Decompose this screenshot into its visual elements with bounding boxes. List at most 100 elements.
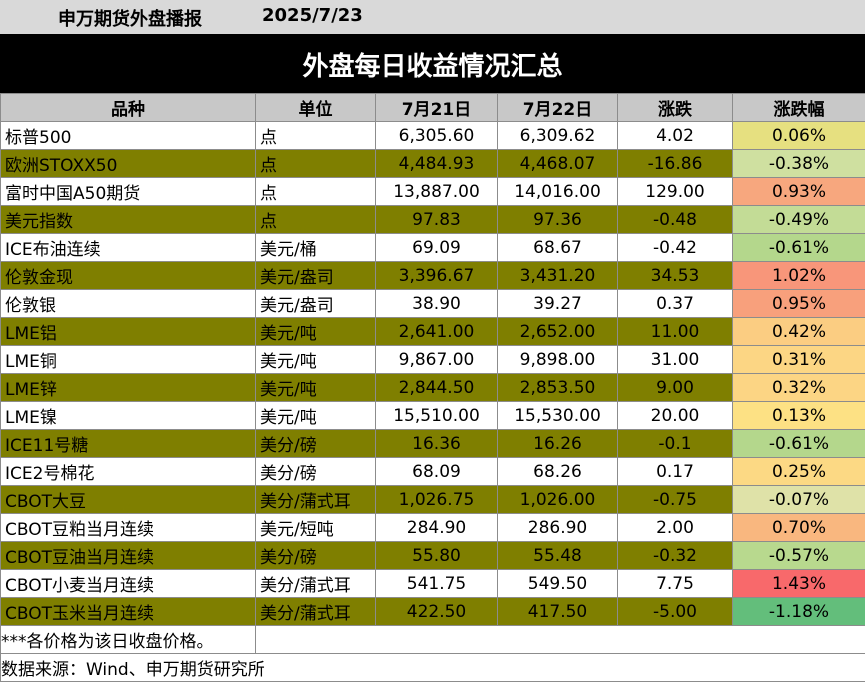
day1-close-cell: 55.80 — [375, 541, 498, 570]
name-cell: CBOT豆油当月连续 — [0, 541, 256, 570]
change-cell: 34.53 — [617, 261, 733, 290]
unit-cell: 点 — [255, 149, 376, 178]
unit-cell: 美元/短吨 — [255, 513, 376, 542]
change-pct-cell: 0.70% — [732, 513, 865, 542]
change-cell: 7.75 — [617, 569, 733, 598]
day2-close-cell: 9,898.00 — [497, 345, 618, 374]
change-pct-cell: -0.61% — [732, 429, 865, 458]
table-row: LME镍 美元/吨 15,510.00 15,530.00 20.00 0.13% — [0, 401, 865, 430]
report-date: 2025/7/23 — [262, 5, 363, 26]
name-cell: CBOT豆粕当月连续 — [0, 513, 256, 542]
table-row: ICE2号棉花 美分/磅 68.09 68.26 0.17 0.25% — [0, 457, 865, 486]
footer-source-row: 数据来源：Wind、申万期货研究所 — [0, 653, 865, 682]
table-row: CBOT豆油当月连续 美分/磅 55.80 55.48 -0.32 -0.57% — [0, 541, 865, 570]
change-cell: -0.1 — [617, 429, 733, 458]
day2-close-cell: 2,853.50 — [497, 373, 618, 402]
day1-close-cell: 68.09 — [375, 457, 498, 486]
change-cell: 4.02 — [617, 121, 733, 150]
day2-close-cell: 1,026.00 — [497, 485, 618, 514]
day2-close-cell: 2,652.00 — [497, 317, 618, 346]
unit-cell: 美分/磅 — [255, 457, 376, 486]
day1-close-cell: 541.75 — [375, 569, 498, 598]
page-title: 外盘每日收益情况汇总 — [302, 52, 563, 82]
column-header-day2: 7月22日 — [497, 93, 618, 122]
unit-cell: 美元/吨 — [255, 373, 376, 402]
unit-cell: 美分/蒲式耳 — [255, 485, 376, 514]
change-cell: -0.75 — [617, 485, 733, 514]
day2-close-cell: 6,309.62 — [497, 121, 618, 150]
change-cell: 31.00 — [617, 345, 733, 374]
unit-cell: 美元/吨 — [255, 401, 376, 430]
unit-cell: 点 — [255, 205, 376, 234]
unit-cell: 美分/磅 — [255, 541, 376, 570]
footer-note-row: ***各价格为该日收盘价格。 — [0, 625, 865, 654]
name-cell: LME镍 — [0, 401, 256, 430]
change-pct-cell: 1.02% — [732, 261, 865, 290]
futures-table: 品种 单位 7月21日 7月22日 涨跌 涨跌幅 标普500 点 6,305.60 6… — [0, 93, 865, 682]
day1-close-cell: 284.90 — [375, 513, 498, 542]
change-cell: -5.00 — [617, 597, 733, 626]
change-pct-cell: -1.18% — [732, 597, 865, 626]
unit-cell: 美元/吨 — [255, 345, 376, 374]
top-header-bar: 申万期货外盘播报 2025/7/23 — [0, 0, 865, 34]
change-pct-cell: -0.61% — [732, 233, 865, 262]
name-cell: LME铝 — [0, 317, 256, 346]
table-row: ICE11号糖 美分/磅 16.36 16.26 -0.1 -0.61% — [0, 429, 865, 458]
name-cell: CBOT小麦当月连续 — [0, 569, 256, 598]
day1-close-cell: 38.90 — [375, 289, 498, 318]
footer-note: ***各价格为该日收盘价格。 — [0, 625, 256, 654]
name-cell: ICE布油连续 — [0, 233, 256, 262]
day1-close-cell: 15,510.00 — [375, 401, 498, 430]
name-cell: CBOT玉米当月连续 — [0, 597, 256, 626]
day1-close-cell: 9,867.00 — [375, 345, 498, 374]
day1-close-cell: 2,844.50 — [375, 373, 498, 402]
unit-cell: 美元/盎司 — [255, 261, 376, 290]
day1-close-cell: 3,396.67 — [375, 261, 498, 290]
change-cell: -0.32 — [617, 541, 733, 570]
day1-close-cell: 1,026.75 — [375, 485, 498, 514]
day2-close-cell: 68.67 — [497, 233, 618, 262]
table-row: 美元指数点 97.83 97.36 -0.48 -0.49% — [0, 205, 865, 234]
table-row: 欧洲STOXX50 点 4,484.93 4,468.07 -16.86 -0.38% — [0, 149, 865, 178]
change-pct-cell: 0.25% — [732, 457, 865, 486]
day1-close-cell: 6,305.60 — [375, 121, 498, 150]
name-cell: 富时中国A50期货 — [0, 177, 256, 206]
unit-cell: 点 — [255, 177, 376, 206]
change-pct-cell: 0.93% — [732, 177, 865, 206]
unit-cell: 美元/吨 — [255, 317, 376, 346]
change-pct-cell: 0.32% — [732, 373, 865, 402]
day1-close-cell: 4,484.93 — [375, 149, 498, 178]
day2-close-cell: 549.50 — [497, 569, 618, 598]
change-pct-cell: -0.49% — [732, 205, 865, 234]
change-cell: 0.37 — [617, 289, 733, 318]
change-pct-cell: -0.38% — [732, 149, 865, 178]
name-cell: LME锌 — [0, 373, 256, 402]
name-cell: 标普500 — [0, 121, 256, 150]
footer-source: 数据来源：Wind、申万期货研究所 — [0, 653, 865, 682]
unit-cell: 美分/蒲式耳 — [255, 597, 376, 626]
day2-close-cell: 4,468.07 — [497, 149, 618, 178]
table-row: LME铝 美元/吨 2,641.00 2,652.00 11.00 0.42% — [0, 317, 865, 346]
day2-close-cell: 15,530.00 — [497, 401, 618, 430]
column-header-change-pct: 涨跌幅 — [732, 93, 865, 122]
day2-close-cell: 55.48 — [497, 541, 618, 570]
change-pct-cell: 0.06% — [732, 121, 865, 150]
unit-cell: 美元/盎司 — [255, 289, 376, 318]
table-row: LME锌 美元/吨 2,844.50 2,853.50 9.00 0.32% — [0, 373, 865, 402]
change-pct-cell: 0.13% — [732, 401, 865, 430]
name-cell: ICE11号糖 — [0, 429, 256, 458]
unit-cell: 点 — [255, 121, 376, 150]
change-cell: 2.00 — [617, 513, 733, 542]
name-cell: 伦敦金现 — [0, 261, 256, 290]
day1-close-cell: 16.36 — [375, 429, 498, 458]
change-cell: -0.48 — [617, 205, 733, 234]
change-cell: 20.00 — [617, 401, 733, 430]
table-header-row: 品种 单位 7月21日 7月22日 涨跌 涨跌幅 — [0, 93, 865, 122]
name-cell: CBOT大豆 — [0, 485, 256, 514]
day1-close-cell: 2,641.00 — [375, 317, 498, 346]
change-pct-cell: -0.07% — [732, 485, 865, 514]
table-row: CBOT豆粕当月连续 美元/短吨 284.90 286.90 2.00 0.70% — [0, 513, 865, 542]
change-cell: 11.00 — [617, 317, 733, 346]
change-pct-cell: 1.43% — [732, 569, 865, 598]
